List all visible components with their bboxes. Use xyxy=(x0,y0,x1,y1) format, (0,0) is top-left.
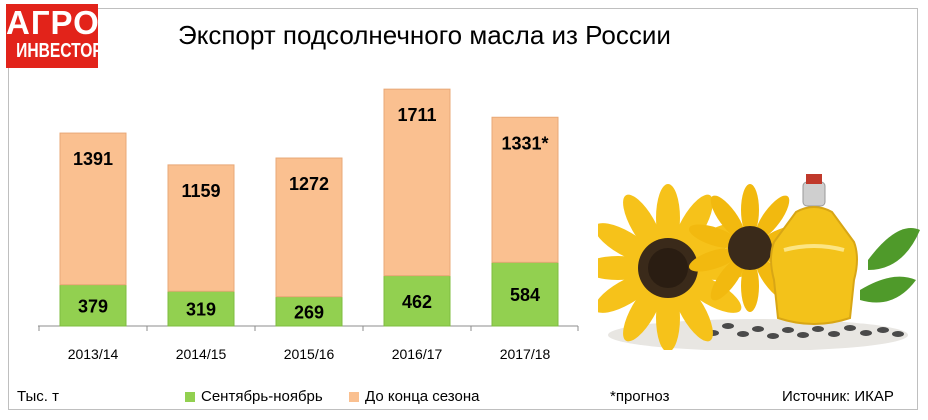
legend-item-bottom: Сентябрь-ноябрь xyxy=(185,388,323,405)
bar-top-2 xyxy=(275,157,343,298)
bar-bottom-2 xyxy=(275,296,343,327)
data-label-bottom-4: 584 xyxy=(510,285,540,305)
agroinvestor-logo: АГРО ИНВЕСТОР xyxy=(6,4,98,68)
legend-swatch-top xyxy=(349,392,359,403)
data-label-top-1: 1159 xyxy=(181,181,220,201)
data-label-top-2: 1272 xyxy=(289,174,329,194)
unit-label: Тыс. т xyxy=(17,388,59,405)
bar-bottom-0 xyxy=(59,284,127,327)
x-tick-label-0: 2013/14 xyxy=(68,346,119,362)
bar-bottom-1 xyxy=(167,290,235,327)
oil-bottle xyxy=(770,174,858,325)
logo-line2: ИНВЕСТОР xyxy=(16,40,98,62)
data-label-bottom-3: 462 xyxy=(402,292,432,312)
page-title: Экспорт подсолнечного масла из России xyxy=(178,20,671,50)
source-label: Источник: ИКАР xyxy=(782,388,894,405)
sunflower-oil-illustration xyxy=(598,174,920,350)
bar-top-4 xyxy=(491,116,559,263)
data-label-top-3: 1711 xyxy=(397,105,436,125)
legend-item-top: До конца сезона xyxy=(349,388,480,405)
data-label-top-0: 1391 xyxy=(73,149,113,169)
data-label-top-4: 1331* xyxy=(501,133,548,153)
data-label-bottom-1: 319 xyxy=(186,300,216,320)
data-label-bottom-2: 269 xyxy=(294,302,324,322)
leaf xyxy=(860,228,920,303)
x-tick-label-1: 2014/15 xyxy=(176,346,227,362)
bar-top-3 xyxy=(383,88,451,277)
logo-line1: АГРО xyxy=(6,4,98,41)
data-label-bottom-0: 379 xyxy=(78,296,108,316)
bar-bottom-3 xyxy=(383,275,451,327)
chart-frame xyxy=(8,8,918,410)
legend-label-top: До конца сезона xyxy=(365,388,480,405)
x-tick-label-4: 2017/18 xyxy=(500,346,551,362)
bar-top-0 xyxy=(59,132,127,286)
legend-swatch-bottom xyxy=(185,392,195,403)
bar-top-1 xyxy=(167,164,235,292)
x-tick-label-2: 2015/16 xyxy=(284,346,335,362)
forecast-note: *прогноз xyxy=(610,388,670,405)
legend-label-bottom: Сентябрь-ноябрь xyxy=(201,388,323,405)
bar-bottom-4 xyxy=(491,261,559,327)
sunflower-left xyxy=(598,184,752,350)
x-tick-label-3: 2016/17 xyxy=(392,346,443,362)
